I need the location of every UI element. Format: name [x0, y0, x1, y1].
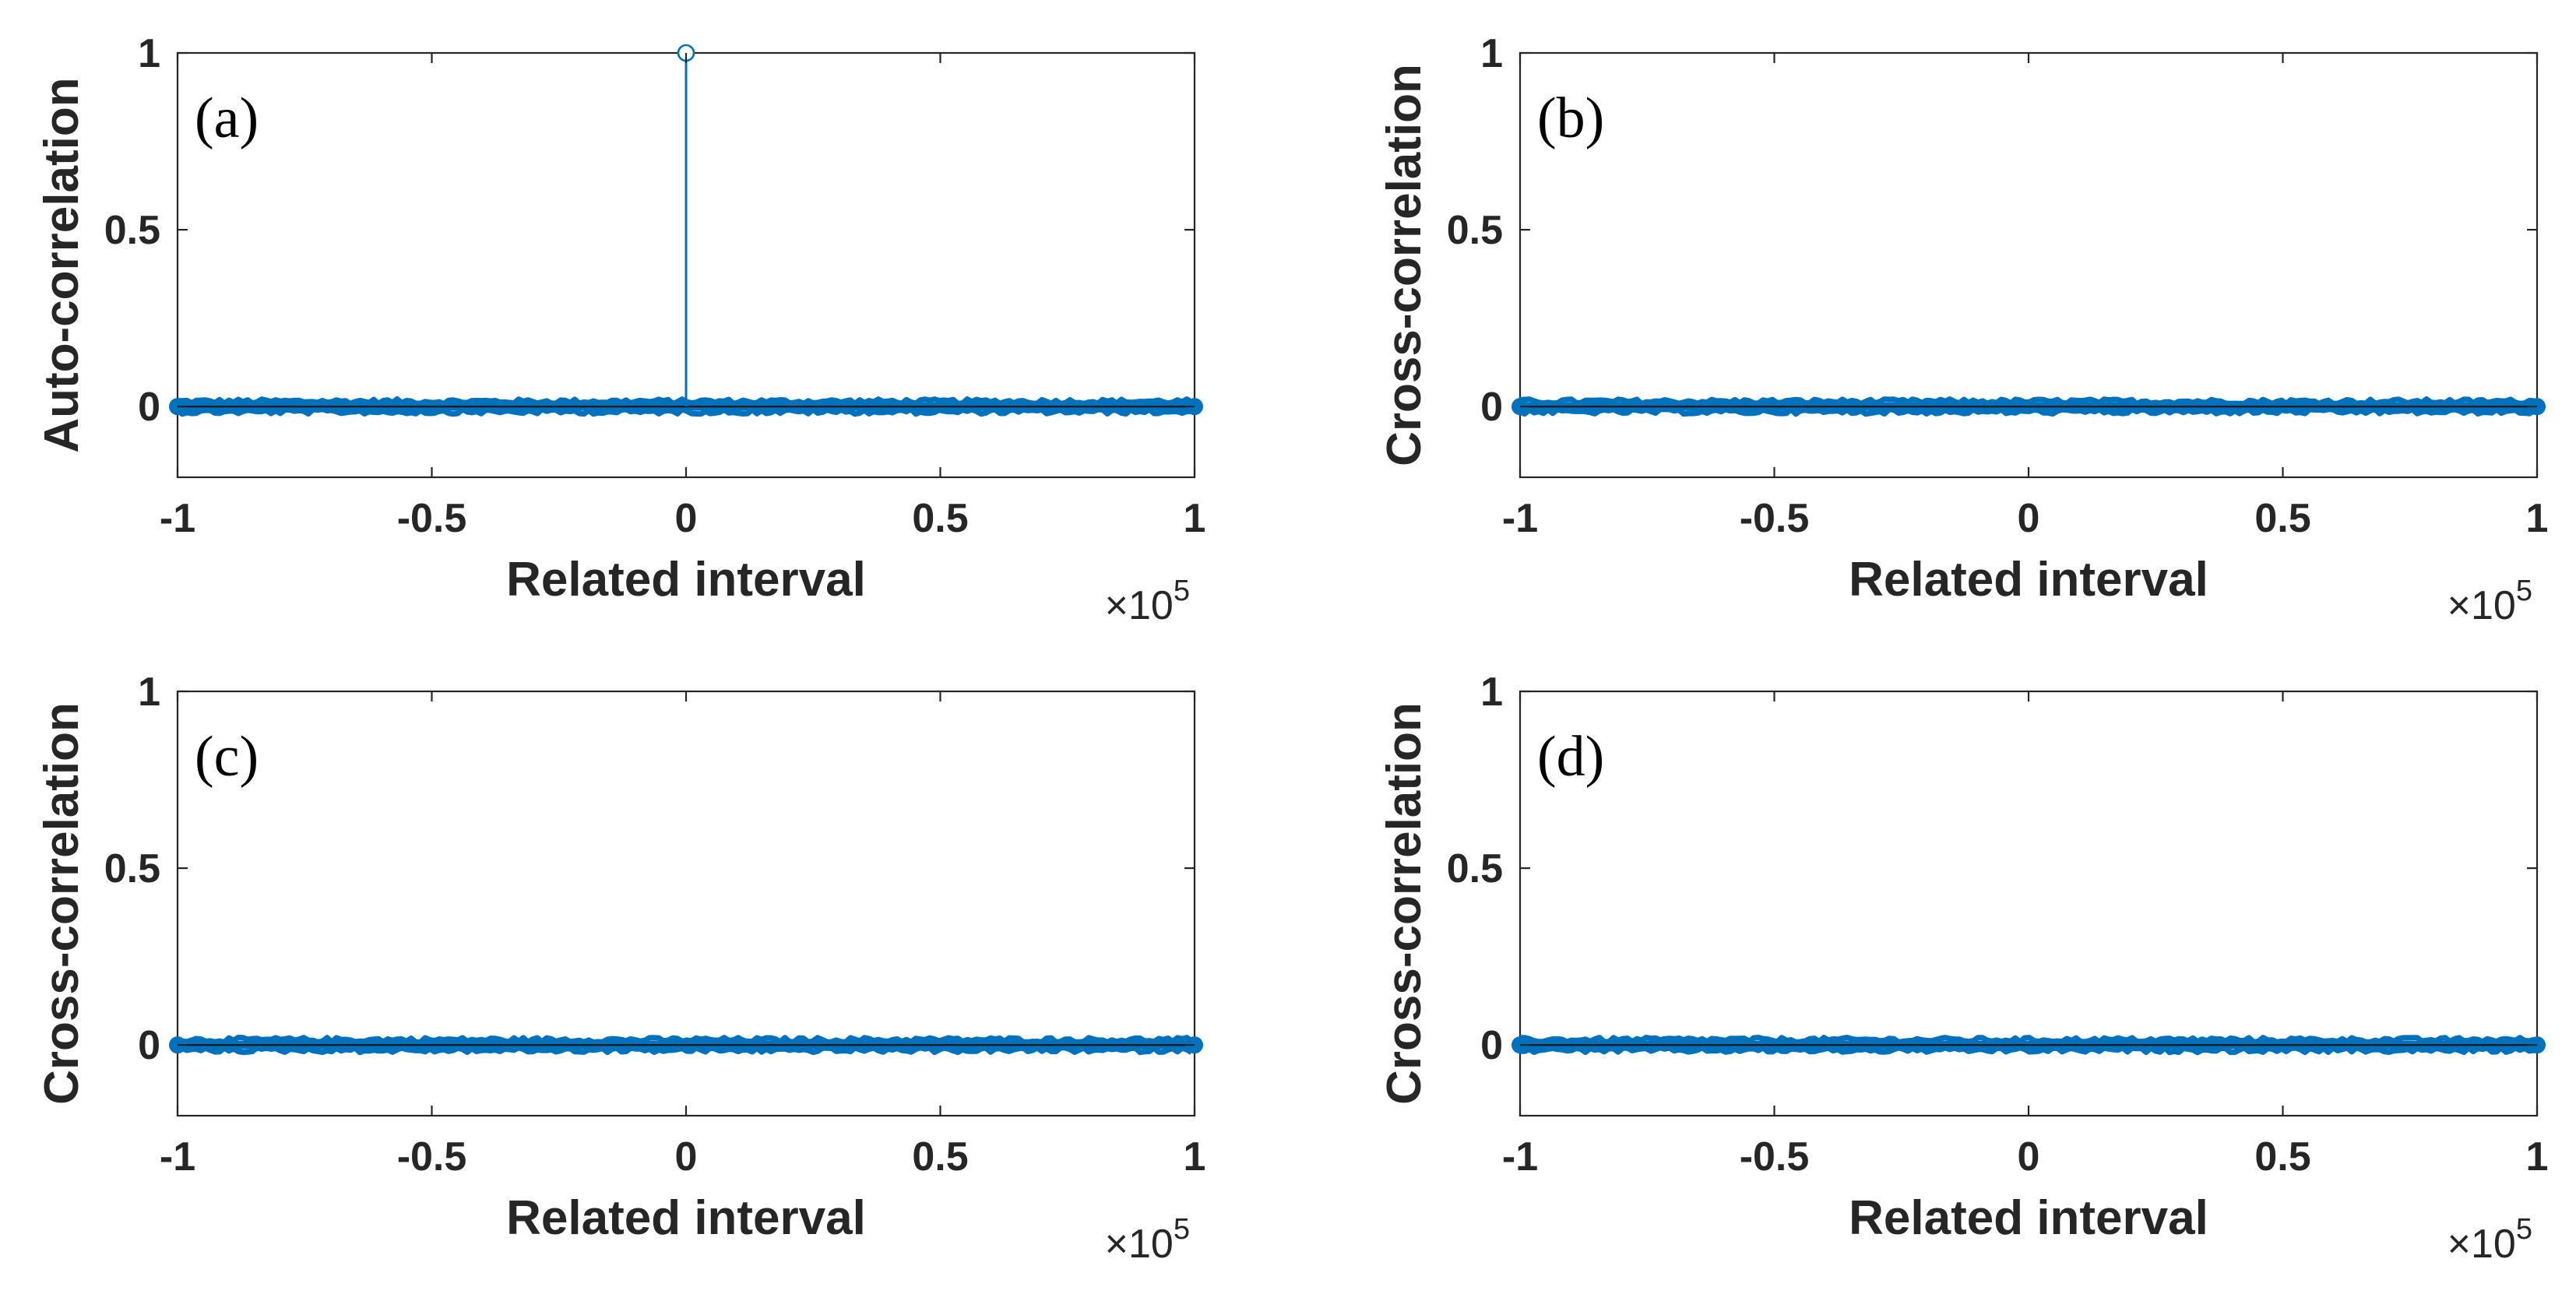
- stem-band-top-edge: [1519, 396, 2535, 406]
- y-tick-label: 1: [1480, 670, 1503, 715]
- x-exponent-power: 5: [1174, 575, 1190, 607]
- x-tick-label: -0.5: [397, 1134, 467, 1180]
- y-tick-label: 0: [1480, 385, 1503, 430]
- x-exponent-base: ×10: [2448, 1222, 2516, 1267]
- x-axis-label: Related interval: [506, 1191, 866, 1245]
- chart-panel-1: -1 -0.5 0 0.5 1 0 0.5 1 Related interval ×105 Auto…: [35, 31, 1205, 628]
- x-tick-label: -1: [160, 1134, 195, 1180]
- x-tick-label: 0.5: [2254, 1134, 2310, 1180]
- y-tick-label: 0.5: [104, 208, 160, 253]
- chart-panel-4: -1 -0.5 0 0.5 1 0 0.5 1 Related interval ×105 Cros…: [1378, 670, 2548, 1267]
- stem-band-bottom-edge: [1519, 1045, 2535, 1056]
- x-exponent-label: ×105: [1105, 1213, 1190, 1267]
- y-axis-label: Auto-correlation: [35, 77, 89, 452]
- x-exponent-label: ×105: [2448, 1213, 2532, 1267]
- panel-label: (b): [1537, 86, 1604, 150]
- x-tick-label: -1: [1502, 496, 1538, 541]
- x-exponent-power: 5: [2516, 575, 2532, 607]
- stem-band-top-edge: [177, 1035, 1194, 1045]
- x-tick-label: -0.5: [1740, 1134, 1810, 1180]
- y-tick-label: 0: [1480, 1023, 1503, 1068]
- y-tick-label: 1: [1480, 31, 1503, 76]
- x-tick-label: -0.5: [397, 496, 467, 541]
- stem-band-bottom-edge: [177, 1045, 1193, 1056]
- x-exponent-base: ×10: [1105, 1222, 1174, 1267]
- x-tick-label: 1: [1184, 1134, 1206, 1180]
- stem-band-top-edge: [1520, 1035, 2536, 1045]
- x-tick-label: -1: [1502, 1134, 1538, 1180]
- x-axis-label: Related interval: [1849, 1191, 2208, 1245]
- y-axis-label: Cross-correlation: [1378, 702, 1431, 1105]
- stem-band-top-edge: [177, 396, 1193, 406]
- y-tick-label: 0.5: [104, 846, 160, 891]
- y-tick-label: 0.5: [1447, 208, 1503, 253]
- x-axis-label: Related interval: [506, 553, 866, 607]
- x-tick-label: -1: [160, 496, 195, 541]
- y-tick-label: 0: [138, 1023, 160, 1068]
- y-axis-label: Cross-correlation: [1378, 64, 1431, 466]
- y-tick-label: 0: [138, 385, 160, 430]
- x-tick-label: 0.5: [912, 1134, 968, 1180]
- y-tick-label: 0.5: [1447, 846, 1503, 891]
- x-tick-label: 0: [675, 496, 698, 541]
- panel-label: (d): [1537, 725, 1604, 789]
- panel-label: (c): [195, 725, 259, 789]
- y-axis-label: Cross-correlation: [35, 702, 89, 1105]
- x-tick-label: 1: [1184, 496, 1206, 541]
- panel-label: (a): [195, 86, 259, 150]
- chart-panel-2: -1 -0.5 0 0.5 1 0 0.5 1 Related interval ×105 Cros…: [1378, 31, 2548, 628]
- x-tick-label: 0.5: [2254, 496, 2310, 541]
- x-exponent-base: ×10: [1105, 583, 1174, 628]
- x-exponent-base: ×10: [2448, 583, 2516, 628]
- x-tick-label: 1: [2526, 496, 2549, 541]
- x-axis-label: Related interval: [1849, 553, 2208, 607]
- stem-band-bottom-edge: [175, 406, 1192, 417]
- x-tick-label: -0.5: [1740, 496, 1810, 541]
- x-exponent-label: ×105: [1105, 575, 1190, 628]
- x-exponent-label: ×105: [2448, 575, 2532, 628]
- x-tick-label: 0: [2018, 1134, 2040, 1180]
- x-exponent-power: 5: [1174, 1213, 1190, 1246]
- stem-band-bottom-edge: [1519, 406, 2536, 417]
- y-tick-label: 1: [138, 670, 160, 715]
- x-tick-label: 0: [675, 1134, 698, 1180]
- x-exponent-power: 5: [2516, 1213, 2532, 1246]
- y-tick-label: 1: [138, 31, 160, 76]
- x-tick-label: 0.5: [912, 496, 968, 541]
- chart-panel-3: -1 -0.5 0 0.5 1 0 0.5 1 Related interval ×105 Cros…: [35, 670, 1205, 1267]
- x-tick-label: 0: [2018, 496, 2040, 541]
- x-tick-label: 1: [2526, 1134, 2549, 1180]
